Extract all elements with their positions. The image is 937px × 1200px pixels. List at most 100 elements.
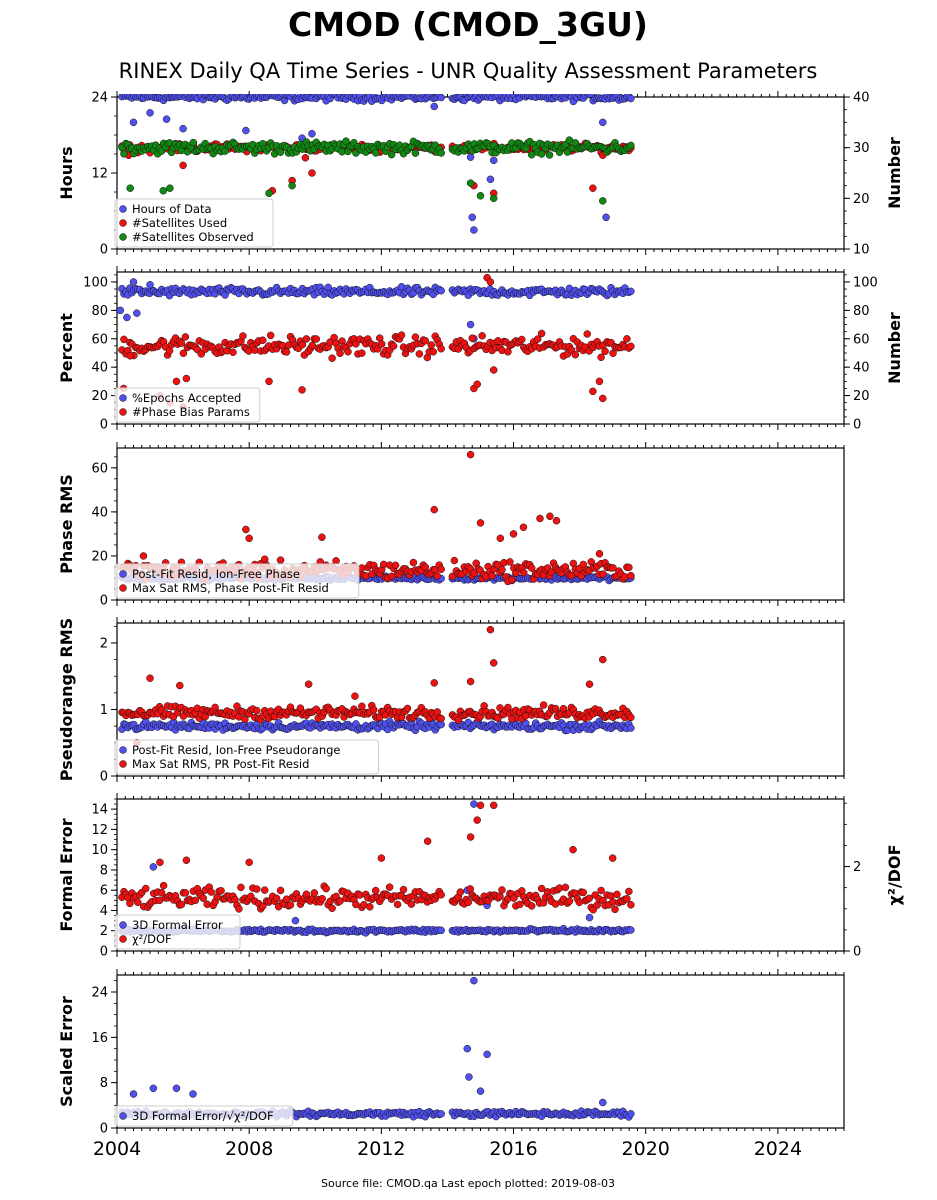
data-point (342, 137, 350, 145)
data-point-outlier (430, 505, 438, 514)
data-point-outlier (159, 186, 168, 195)
legend-label: Post-Fit Resid, Ion-Free Phase (132, 567, 300, 581)
points (117, 273, 635, 411)
y-tick-label: 8 (100, 863, 108, 878)
data-point-outlier (377, 854, 386, 862)
data-point (399, 885, 408, 894)
data-point (237, 883, 245, 892)
y-axis-label: Formal Error (57, 818, 76, 931)
y-tick-label: 12 (91, 167, 108, 182)
data-point (579, 888, 588, 897)
data-point (393, 900, 402, 909)
data-point (322, 884, 330, 893)
data-point (328, 904, 336, 913)
data-point-outlier (265, 377, 273, 386)
data-point (415, 350, 424, 358)
data-point-outlier (599, 1098, 607, 1107)
y-tick-label: 0 (100, 418, 108, 433)
legend-box (114, 914, 241, 950)
data-point (464, 898, 473, 907)
data-point-outlier (546, 512, 554, 521)
data-point-outlier (473, 816, 481, 824)
legend-label: #Satellites Used (132, 216, 227, 230)
data-point-outlier (179, 161, 187, 170)
data-point (437, 1110, 445, 1118)
data-point-outlier (129, 1090, 138, 1098)
data-point-outlier (149, 863, 158, 871)
y-tick-label: 0 (100, 243, 108, 258)
footer-source: Source file: CMOD.qa Last epoch plotted:… (321, 1177, 615, 1190)
data-point (627, 571, 635, 580)
data-point (601, 347, 609, 356)
data-point-outlier (146, 281, 154, 289)
data-point (177, 339, 186, 347)
data-point (266, 331, 275, 340)
legend-label: 3D Formal Error/√χ²/DOF (132, 1109, 274, 1123)
data-point (623, 895, 631, 903)
data-point (627, 94, 635, 103)
legend-label: Max Sat RMS, Phase Post-Fit Resid (132, 581, 329, 595)
data-point (385, 883, 394, 891)
data-point (593, 901, 601, 909)
data-point (627, 141, 635, 150)
data-point-outlier (496, 534, 505, 543)
data-point (597, 886, 605, 895)
data-point-outlier (156, 858, 164, 867)
legend-label: #Satellites Observed (132, 230, 254, 244)
data-point (437, 286, 445, 295)
data-point (217, 887, 225, 895)
data-point-outlier (133, 309, 141, 317)
data-point (545, 151, 554, 159)
data-point (235, 905, 243, 913)
y-axis-label: Scaled Error (57, 996, 76, 1107)
data-point (429, 348, 437, 356)
y-axis-label: Percent (57, 313, 76, 383)
data-point-outlier (182, 374, 191, 383)
data-point (179, 349, 188, 358)
data-point (282, 348, 291, 356)
data-point (411, 149, 420, 157)
data-point (199, 894, 207, 902)
y-tick-label: 40 (91, 505, 108, 520)
data-point (527, 564, 536, 572)
data-point (625, 887, 633, 896)
data-point (207, 888, 215, 896)
data-point-outlier (595, 549, 604, 558)
data-point (358, 702, 366, 711)
data-point-outlier (466, 450, 475, 459)
data-point-outlier (470, 226, 478, 234)
y-tick-label: 10 (91, 843, 108, 858)
y-right-tick-label: 20 (853, 192, 870, 207)
series-2 (118, 801, 635, 914)
legend-marker (119, 584, 127, 592)
data-point (433, 572, 441, 580)
y-tick-label: 1 (100, 703, 108, 718)
data-point (159, 881, 168, 890)
data-point (189, 138, 198, 147)
y-tick-label: 6 (100, 884, 108, 899)
data-point (387, 150, 396, 159)
data-point-outlier (509, 530, 518, 538)
y-tick-label: 4 (100, 904, 108, 919)
data-point-outlier (599, 118, 607, 127)
data-point (585, 894, 593, 903)
data-point (627, 724, 635, 732)
data-point-outlier (468, 213, 476, 222)
y-right-tick-label: 20 (853, 389, 870, 404)
data-point (468, 334, 476, 342)
data-point (504, 703, 512, 712)
y-right-tick-label: 40 (853, 361, 870, 376)
data-point-outlier (430, 102, 438, 111)
data-point-outlier (298, 386, 306, 394)
y-tick-label: 0 (100, 1122, 108, 1137)
data-point (466, 885, 475, 893)
legend-label: Post-Fit Resid, Ion-Free Pseudorange (132, 743, 340, 757)
data-point (157, 888, 166, 897)
points (118, 625, 635, 747)
y-tick-label: 12 (91, 823, 108, 838)
legend-marker (119, 570, 127, 578)
data-point-outlier (599, 655, 607, 664)
x-tick-label: 2020 (622, 1138, 670, 1160)
series-2 (118, 273, 635, 411)
